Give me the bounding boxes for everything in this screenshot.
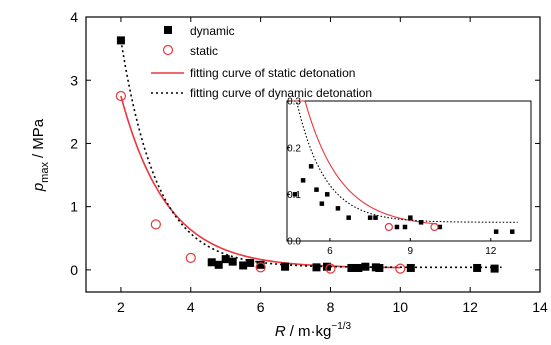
main-x-tick-label: 12	[462, 299, 478, 315]
inset-y-tick-label: 0.3	[287, 97, 301, 108]
inset-y-tick-label: 0.2	[287, 143, 301, 154]
main-y-tick-label: 1	[70, 199, 78, 215]
main-point-dynamic-1	[207, 258, 216, 267]
inset-y-tick-label: 0.1	[287, 190, 301, 201]
x-axis-label: R / m·kg−1/3	[275, 321, 352, 340]
main-point-dynamic-18	[490, 264, 499, 273]
inset-point-dynamic-2	[308, 164, 314, 169]
inset-point-dynamic-11	[402, 224, 408, 230]
main-point-static-4	[325, 263, 336, 274]
inset-x-tick-label: 12	[485, 246, 497, 257]
legend-marker-static	[162, 44, 174, 56]
main-y-tick-label: 0	[70, 262, 78, 278]
main-point-static-5	[395, 263, 406, 274]
inset-fit-curve-dynamic	[287, 100, 518, 223]
main-point-dynamic-12	[354, 263, 363, 272]
main-point-dynamic-7	[256, 260, 265, 269]
inset-point-dynamic-9	[373, 215, 378, 220]
inset-fit-curves	[287, 100, 518, 225]
inset-point-dynamic-8	[367, 215, 373, 220]
main-point-static-0	[115, 90, 127, 102]
main-point-dynamic-16	[406, 263, 415, 272]
main-point-dynamic-6	[246, 258, 255, 267]
inset-point-dynamic-15	[493, 229, 499, 234]
legend-marker-dynamic	[164, 26, 172, 34]
main-point-dynamic-11	[347, 263, 356, 272]
main-point-dynamic-2	[214, 260, 223, 269]
legend-label-static: static	[190, 44, 218, 58]
y-axis-label: pmax/ MPa	[30, 118, 51, 192]
inset-markers	[292, 164, 515, 234]
main-y-tick-label: 3	[70, 72, 78, 88]
main-point-dynamic-10	[322, 262, 331, 271]
inset-x-tick-label: 9	[408, 246, 414, 257]
main-y-tick-label: 2	[70, 135, 78, 151]
inset-point-dynamic-4	[319, 201, 325, 206]
main-x-tick-label: 2	[117, 299, 125, 315]
main-point-dynamic-15	[375, 263, 384, 272]
main-point-static-2	[185, 252, 196, 263]
main-point-static-1	[150, 219, 161, 230]
main-x-tick-label: 8	[327, 299, 335, 315]
main-point-dynamic-0	[116, 36, 125, 45]
inset-point-dynamic-5	[324, 192, 330, 197]
inset-point-dynamic-14	[437, 224, 443, 230]
main-y-tick-label: 4	[70, 9, 78, 25]
main-point-dynamic-3	[221, 255, 230, 264]
main-point-dynamic-13	[361, 262, 370, 271]
inset-y-tick-label: 0.0	[287, 237, 301, 248]
inset-point-dynamic-16	[509, 229, 515, 234]
main-point-dynamic-17	[473, 263, 482, 272]
inset-point-dynamic-0	[292, 192, 298, 197]
inset-point-static-1	[430, 222, 439, 232]
inset-point-dynamic-12	[408, 215, 413, 220]
main-markers	[115, 36, 499, 274]
main-plot-frame	[85, 16, 541, 293]
main-point-dynamic-9	[312, 263, 321, 272]
main-point-dynamic-4	[228, 257, 237, 266]
inset-point-dynamic-6	[335, 206, 341, 211]
main-point-dynamic-8	[281, 262, 290, 271]
inset-chart: 6 9 12 0.0 0.1 0.2 0.3	[286, 97, 532, 257]
main-point-static-3	[255, 262, 266, 273]
legend-label-dynamic: dynamic	[190, 24, 235, 38]
inset-point-static-0	[384, 222, 393, 232]
legend: dynamic static fitting curve of static d…	[151, 24, 372, 100]
inset-point-dynamic-13	[418, 220, 424, 225]
main-x-tick-label: 14	[532, 299, 548, 315]
main-x-tick-label: 10	[393, 299, 409, 315]
main-x-tick-label: 4	[187, 299, 195, 315]
inset-axis-ticks: 6 9 12 0.0 0.1 0.2 0.3	[287, 97, 497, 257]
inset-x-tick-label: 6	[327, 246, 333, 257]
main-fit-curve-dynamic	[120, 40, 502, 269]
inset-point-dynamic-3	[314, 187, 319, 192]
legend-label-static-fit: fitting curve of static detonation	[190, 66, 355, 80]
inset-point-dynamic-10	[394, 224, 400, 230]
main-point-dynamic-5	[239, 261, 248, 270]
legend-label-dynamic-fit: fitting curve of dynamic detonation	[190, 86, 372, 100]
inset-point-dynamic-1	[300, 178, 306, 183]
main-x-tick-label: 6	[257, 299, 265, 315]
inset-point-dynamic-7	[346, 215, 351, 220]
